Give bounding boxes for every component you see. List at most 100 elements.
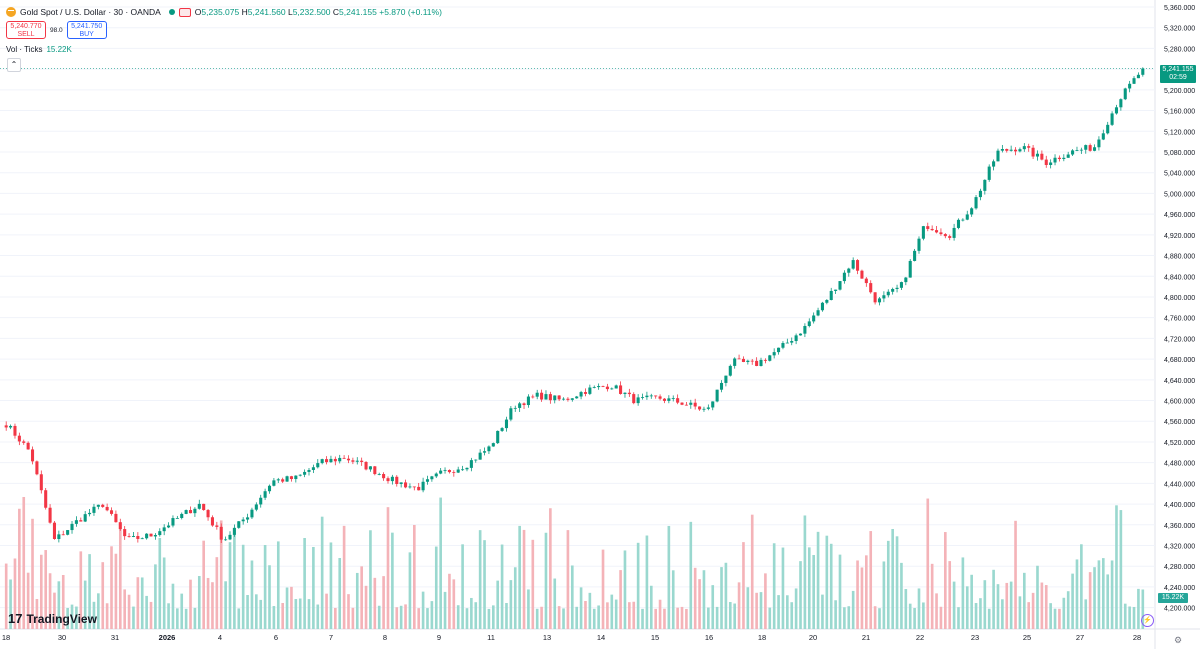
candle-body [316,463,320,468]
volume-bar [189,579,192,629]
tradingview-logo[interactable]: 17 TradingView [8,611,97,626]
candle-body [1022,146,1026,150]
candle-body [175,518,179,519]
volume-bar [553,578,557,629]
candle-body [487,446,491,452]
volume-bar [483,540,486,629]
volume-bar [421,591,425,629]
volume-bar [281,602,284,629]
volume-bar [838,554,842,629]
event-flag-icon[interactable] [178,7,191,17]
volume-bar [807,547,811,629]
volume-bar [1044,585,1048,629]
volume-bar [742,542,745,629]
candle-body [904,277,908,283]
volume-bar [570,565,574,629]
volume-bar [825,535,829,629]
candle-body [320,459,324,464]
candle-body [386,478,390,482]
candle-body [434,473,438,477]
volume-bars [4,496,1145,629]
candle-body [184,510,188,514]
volume-bar [369,530,372,629]
x-tick-label: 9 [437,633,441,642]
settings-gear-icon[interactable]: ⚙ [1174,635,1183,645]
volume-bar [698,579,701,629]
candle-body [956,219,961,228]
volume-legend[interactable]: Vol · Ticks 15.22K [6,45,72,54]
volume-bar [1101,558,1105,629]
candle-body [583,392,588,394]
y-tick-label: 5,160.000 [1164,109,1195,116]
candle-body [171,518,175,526]
candle-body [127,536,131,537]
volume-bar [606,602,609,629]
volume-bar [206,577,210,629]
candle-body [913,250,917,261]
volume-bar [312,546,315,629]
volume-bar [628,602,631,629]
volume-bar [48,573,52,629]
symbol-title[interactable]: Gold Spot / U.S. Dollar · 30 · OANDA [20,7,161,17]
trade-panel: 5,240.770 SELL 98.0 5,241.750 BUY [6,21,107,39]
sell-button[interactable]: 5,240.770 SELL [6,21,46,39]
volume-bar [211,582,214,629]
candle-body [452,472,456,473]
candle-body [627,392,631,395]
volume-bar [118,526,122,629]
candle-body [395,476,399,484]
candle-body [30,449,35,462]
volume-bar [452,579,456,629]
candle-body [1057,157,1061,160]
volume-bar [276,541,280,629]
lightning-icon[interactable]: ⚡ [1141,614,1154,627]
candle-body [566,398,570,400]
x-tick-label: 14 [597,633,605,642]
volume-bar [57,581,61,629]
volume-bar [1066,591,1070,629]
candle-body [667,398,671,401]
volume-bar [930,563,934,629]
candle-body [724,375,728,383]
volume-bar [1110,560,1114,629]
volume-bar [360,566,363,629]
candle-body [794,335,798,342]
volume-bar [781,547,785,629]
volume-bar [44,550,48,629]
candle-body [662,398,666,401]
candle-body [1097,139,1101,148]
y-tick-label: 4,840.000 [1164,274,1195,281]
volume-bar [373,577,377,629]
candle-body [232,527,236,535]
volume-bar [667,525,671,629]
volume-bar [53,592,56,629]
volume-bar [579,587,583,629]
candle-body [483,451,487,453]
candle-body [1141,68,1145,75]
volume-bar [636,542,640,629]
candle-body [522,403,526,406]
volume-bar [342,525,346,629]
candle-body [983,179,987,191]
candle-body [737,358,741,360]
collapse-legend-button[interactable]: ⌃ [7,58,21,72]
volume-bar [601,549,605,629]
candle-body [1071,150,1075,155]
volume-bar [290,586,293,629]
volume-bar [821,594,824,629]
volume-bar [737,582,741,629]
volume-bar [873,606,877,629]
candle-body [228,534,232,540]
volume-bar [654,608,658,629]
candle-body [750,360,754,362]
volume-bar [649,585,653,629]
volume-bar [856,560,859,629]
candle-body [180,513,184,519]
volume-bar [685,608,688,629]
volume-bar [162,557,166,629]
candle-body [373,466,377,475]
tradingview-icon: 17 [8,611,23,626]
buy-button[interactable]: 5,241.750 BUY [66,21,107,39]
volume-bar [961,557,965,629]
